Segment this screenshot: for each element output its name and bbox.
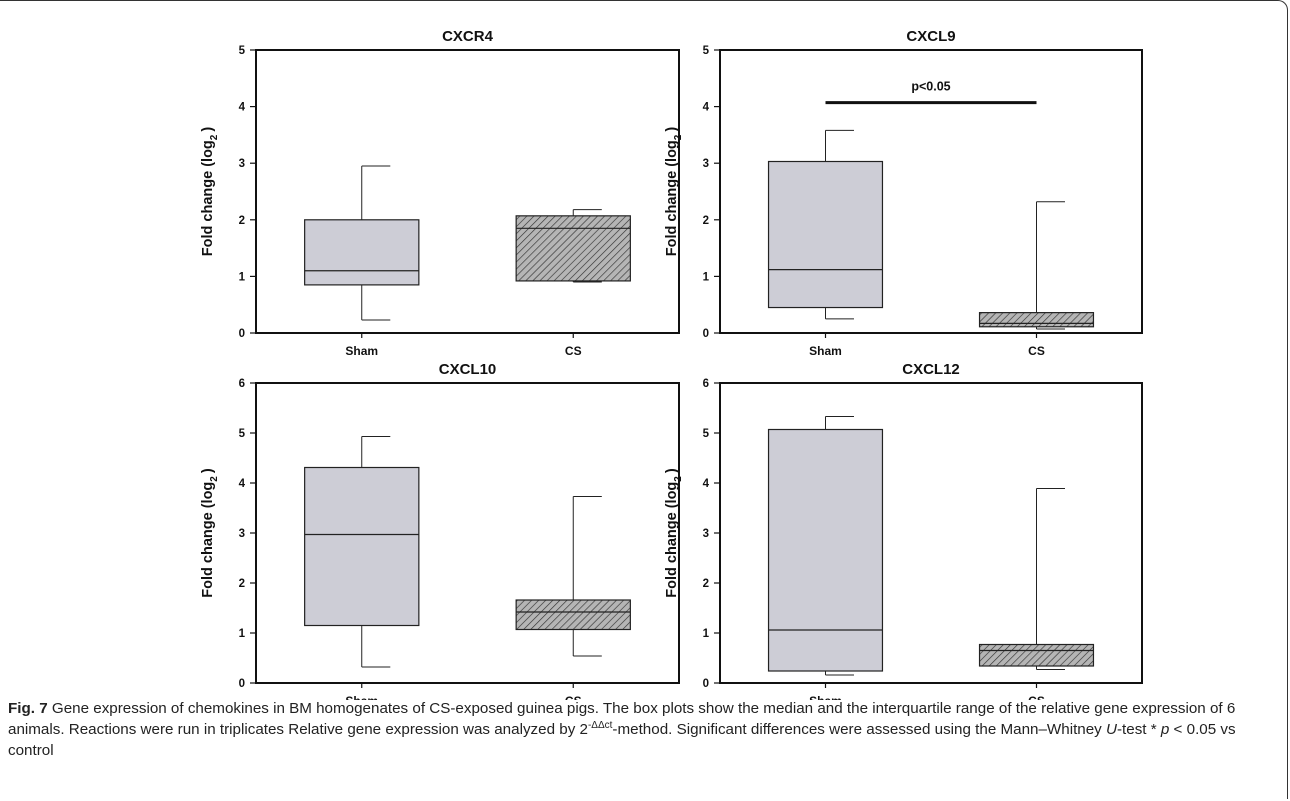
- chart-title: CXCR4: [442, 28, 494, 45]
- y-tick-label: 3: [239, 158, 245, 170]
- y-tick-label: 4: [703, 478, 710, 490]
- y-tick-label: 1: [239, 628, 246, 640]
- chart-cxcl10: CXCL10ShamCS0123456Fold change (log2): [200, 361, 680, 700]
- caption-superscript: -ΔΔct: [587, 719, 613, 731]
- y-tick-label: 5: [703, 428, 710, 440]
- plot-frame: [719, 49, 1143, 334]
- box-sham: Sham: [304, 165, 420, 358]
- y-tick-label: 1: [703, 271, 710, 283]
- y-axis-label-main: Fold change (log: [664, 140, 680, 256]
- x-tick-label: CS: [565, 694, 582, 700]
- box-rect: [304, 466, 420, 627]
- y-axis-label-subscript: 2: [673, 476, 684, 482]
- y-tick-label: 4: [703, 102, 710, 114]
- x-tick-label: Sham: [345, 694, 378, 700]
- box-cs: CS: [978, 488, 1095, 700]
- y-axis-label-main: Fold change (log: [664, 482, 680, 598]
- box-cs: CS: [515, 209, 631, 358]
- y-tick-label: 0: [703, 328, 709, 340]
- y-tick-label: 5: [239, 45, 246, 57]
- caption-text-4: < 0.05 vs control: [8, 721, 1236, 759]
- y-tick-label: 3: [703, 528, 709, 540]
- y-axis-label-subscript: 2: [209, 134, 220, 140]
- x-tick-label: CS: [565, 344, 582, 358]
- y-axis-label-close: ): [664, 127, 680, 132]
- box-rect: [767, 428, 884, 672]
- box-rect: [515, 599, 631, 631]
- box-rect: [515, 215, 631, 282]
- box-rect: [767, 160, 884, 309]
- chart-title: CXCL12: [902, 361, 960, 378]
- y-tick-label: 2: [703, 215, 709, 227]
- box-rect: [978, 312, 1095, 328]
- chart-cxcl12: CXCL12ShamCS0123456Fold change (log2): [664, 361, 1143, 700]
- chart-title: CXCL10: [439, 361, 497, 378]
- y-tick-label: 5: [239, 428, 246, 440]
- caption-text-1: Gene expression of chemokines in BM homo…: [8, 700, 1236, 738]
- x-tick-label: Sham: [345, 344, 378, 358]
- y-axis-label: Fold change (log2): [200, 127, 220, 257]
- y-tick-label: 3: [239, 528, 245, 540]
- caption-text-3: -test *: [1116, 721, 1161, 738]
- y-tick-label: 1: [703, 628, 710, 640]
- x-tick-label: CS: [1028, 344, 1045, 358]
- box-rect: [304, 219, 420, 286]
- y-axis-label-close: ): [200, 468, 216, 473]
- y-tick-label: 0: [239, 678, 245, 690]
- y-tick-label: 5: [703, 45, 710, 57]
- box-sham: Sham: [304, 436, 420, 700]
- y-tick-label: 0: [703, 678, 709, 690]
- y-tick-label: 4: [239, 478, 246, 490]
- significance-label: p<0.05: [911, 80, 950, 94]
- y-tick-label: 4: [239, 102, 246, 114]
- y-axis-label: Fold change (log2): [664, 468, 684, 598]
- x-tick-label: CS: [1028, 694, 1045, 700]
- figure-caption: Fig. 7 Gene expression of chemokines in …: [8, 698, 1278, 761]
- y-axis-label-main: Fold change (log: [200, 482, 216, 598]
- y-tick-label: 3: [703, 158, 709, 170]
- y-tick-label: 1: [239, 271, 246, 283]
- caption-label: Fig. 7: [8, 700, 48, 717]
- y-tick-label: 2: [703, 578, 709, 590]
- caption-text-2: -method. Significant differences were as…: [612, 721, 1107, 738]
- y-axis-label: Fold change (log2): [664, 127, 684, 257]
- box-rect: [978, 643, 1095, 667]
- y-tick-label: 2: [239, 578, 245, 590]
- y-axis-label-main: Fold change (log: [200, 140, 216, 256]
- x-tick-label: Sham: [809, 344, 842, 358]
- caption-italic-u: U: [1106, 721, 1117, 738]
- x-tick-label: Sham: [809, 694, 842, 700]
- y-tick-label: 0: [239, 328, 245, 340]
- y-tick-label: 6: [703, 378, 709, 390]
- chart-title: CXCL9: [906, 28, 955, 45]
- caption-italic-p: p: [1160, 721, 1170, 738]
- y-axis-label: Fold change (log2): [200, 468, 220, 598]
- y-axis-label-close: ): [664, 468, 680, 473]
- box-cs: CS: [978, 201, 1095, 358]
- y-tick-label: 2: [239, 215, 245, 227]
- y-axis-label-subscript: 2: [209, 476, 220, 482]
- y-axis-label-close: ): [200, 127, 216, 132]
- box-sham: Sham: [767, 416, 884, 700]
- plot-frame: [255, 49, 680, 334]
- box-cs: CS: [515, 496, 631, 700]
- box-sham: Sham: [767, 129, 884, 358]
- y-tick-label: 6: [239, 378, 245, 390]
- y-axis-label-subscript: 2: [673, 134, 684, 140]
